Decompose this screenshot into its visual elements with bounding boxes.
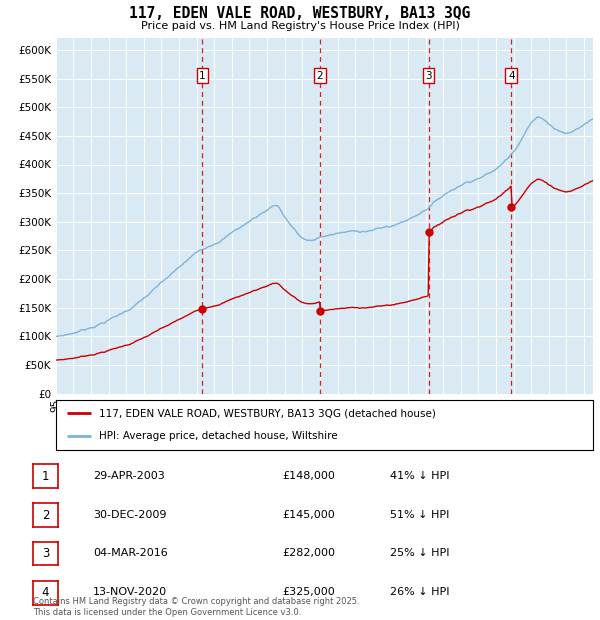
Text: 117, EDEN VALE ROAD, WESTBURY, BA13 3QG (detached house): 117, EDEN VALE ROAD, WESTBURY, BA13 3QG …	[99, 409, 436, 419]
Text: 26% ↓ HPI: 26% ↓ HPI	[390, 587, 449, 597]
Text: £325,000: £325,000	[282, 587, 335, 597]
Text: Price paid vs. HM Land Registry's House Price Index (HPI): Price paid vs. HM Land Registry's House …	[140, 21, 460, 31]
Text: 117, EDEN VALE ROAD, WESTBURY, BA13 3QG: 117, EDEN VALE ROAD, WESTBURY, BA13 3QG	[130, 6, 470, 21]
Text: £282,000: £282,000	[282, 548, 335, 558]
Text: 04-MAR-2016: 04-MAR-2016	[93, 548, 168, 558]
Text: This data is licensed under the Open Government Licence v3.0.: This data is licensed under the Open Gov…	[33, 608, 301, 617]
Text: 1: 1	[42, 470, 49, 482]
Text: 29-APR-2003: 29-APR-2003	[93, 471, 165, 480]
Text: Contains HM Land Registry data © Crown copyright and database right 2025.: Contains HM Land Registry data © Crown c…	[33, 597, 359, 606]
Text: 51% ↓ HPI: 51% ↓ HPI	[390, 510, 449, 520]
Text: 30-DEC-2009: 30-DEC-2009	[93, 510, 167, 520]
Text: 4: 4	[508, 71, 515, 81]
Text: 3: 3	[425, 71, 432, 81]
Text: £145,000: £145,000	[282, 510, 335, 520]
Text: 2: 2	[316, 71, 323, 81]
Text: 2: 2	[42, 509, 49, 521]
Text: 4: 4	[42, 587, 49, 599]
Text: 1: 1	[199, 71, 206, 81]
Text: 25% ↓ HPI: 25% ↓ HPI	[390, 548, 449, 558]
Text: 13-NOV-2020: 13-NOV-2020	[93, 587, 167, 597]
Text: 3: 3	[42, 547, 49, 560]
Text: £148,000: £148,000	[282, 471, 335, 480]
Text: 41% ↓ HPI: 41% ↓ HPI	[390, 471, 449, 480]
Text: HPI: Average price, detached house, Wiltshire: HPI: Average price, detached house, Wilt…	[99, 431, 337, 441]
